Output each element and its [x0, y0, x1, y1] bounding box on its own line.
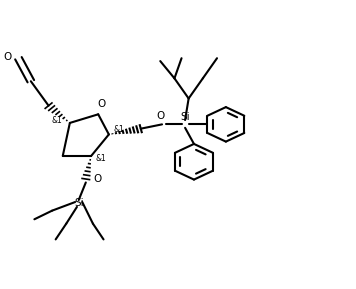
Text: O: O [93, 174, 101, 184]
Text: &1: &1 [95, 154, 106, 163]
Text: O: O [4, 52, 12, 62]
Text: Si: Si [180, 112, 190, 122]
Text: &1: &1 [51, 116, 62, 125]
Text: O: O [98, 99, 106, 109]
Text: &1: &1 [113, 125, 124, 134]
Text: O: O [157, 111, 165, 121]
Text: Si: Si [74, 199, 84, 208]
